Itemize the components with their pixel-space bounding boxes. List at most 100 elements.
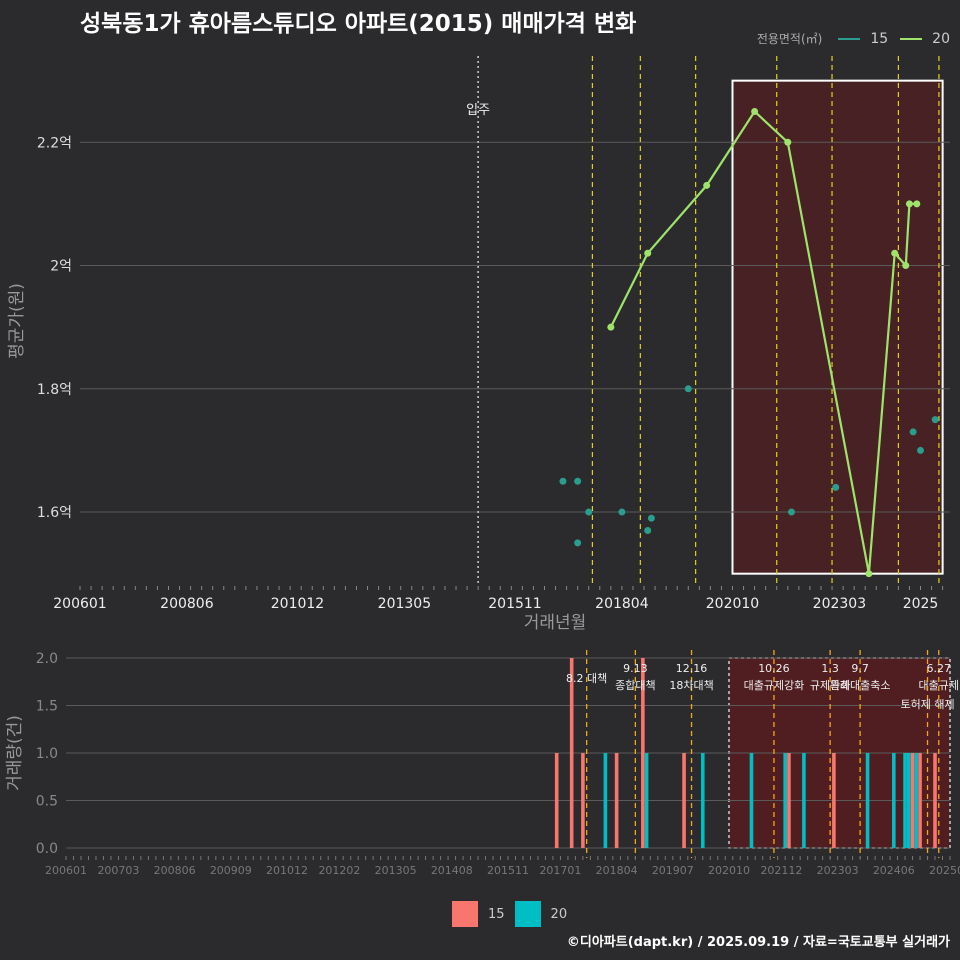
point-20 bbox=[607, 323, 615, 331]
volume-bar-15 bbox=[787, 753, 791, 848]
policy-label: 대출규제강화 bbox=[744, 679, 805, 692]
volume-bar-15 bbox=[682, 753, 686, 848]
policy-label: 종합대책 bbox=[615, 679, 655, 692]
point-15 bbox=[585, 508, 593, 516]
volume-x-tick-label: 202509 bbox=[929, 864, 960, 877]
policy-label: 8.2 대책 bbox=[566, 672, 607, 685]
policy-label: 12.16 bbox=[676, 662, 708, 675]
volume-bar-15 bbox=[614, 753, 619, 848]
volume-bar-15 bbox=[641, 658, 645, 848]
volume-bar-20 bbox=[906, 753, 911, 848]
point-20 bbox=[784, 138, 792, 146]
volume-bar-15 bbox=[569, 658, 574, 848]
policy-label: 1.3 bbox=[821, 662, 839, 675]
x-tick-label: 200806 bbox=[160, 596, 214, 612]
volume-x-tick-label: 201305 bbox=[375, 864, 417, 877]
point-15 bbox=[917, 446, 925, 454]
point-20 bbox=[751, 107, 759, 115]
x-tick-label: 201012 bbox=[271, 596, 324, 612]
volume-bar-15 bbox=[832, 753, 836, 848]
legend-label-15: 15 bbox=[870, 30, 889, 47]
legend-bottom-label-15: 15 bbox=[488, 906, 505, 922]
point-15 bbox=[787, 508, 795, 516]
volume-x-tick-label: 202406 bbox=[873, 864, 915, 877]
volume-bar-20 bbox=[749, 753, 754, 848]
point-15 bbox=[832, 483, 840, 491]
policy-label: 9.7 bbox=[851, 662, 869, 675]
price-chart: 1.6억 1.8억 2억 2.2억 입주 200601 200806 201012 201305… bbox=[7, 56, 950, 633]
x-tick-label: 200601 bbox=[53, 596, 106, 612]
legend-box-20 bbox=[514, 901, 541, 927]
volume-x-tick-label: 201408 bbox=[431, 864, 473, 877]
volume-y-tick-label: 2.0 bbox=[36, 651, 58, 667]
policy-label: 토허제 해제 bbox=[900, 697, 954, 711]
point-15 bbox=[647, 514, 655, 522]
volume-x-tick-label: 201907 bbox=[652, 864, 694, 877]
volume-bar-15 bbox=[910, 753, 915, 848]
point-15 bbox=[644, 527, 652, 535]
x-tick-label: 201305 bbox=[378, 596, 431, 612]
volume-bar-15 bbox=[918, 753, 922, 848]
legend-top: 전용면적(㎡) 15 20 bbox=[757, 30, 950, 47]
point-15 bbox=[618, 508, 626, 516]
x-tick-label: 202303 bbox=[813, 596, 866, 612]
policy-label: 10.26 bbox=[758, 662, 790, 675]
volume-x-tick-label: 201511 bbox=[487, 864, 529, 877]
policy-label: 9.13 bbox=[623, 662, 648, 675]
legend-swatch-20 bbox=[900, 37, 923, 40]
legend-title: 전용면적(㎡) bbox=[756, 32, 823, 46]
volume-bar-20 bbox=[903, 753, 907, 848]
x-tick-label: 202010 bbox=[706, 596, 759, 612]
volume-bar-20 bbox=[914, 753, 919, 848]
series-line-20 bbox=[609, 109, 917, 574]
policy-label: 대출규제 bbox=[919, 679, 959, 692]
y-axis-title: 평균가(원) bbox=[7, 283, 27, 359]
point-20 bbox=[905, 200, 913, 208]
volume-bar-20 bbox=[603, 753, 608, 848]
volume-x-tick-label: 201202 bbox=[318, 864, 360, 877]
volume-x-tick-label: 200909 bbox=[210, 864, 252, 877]
point-20 bbox=[913, 200, 921, 208]
volume-bar-15 bbox=[933, 753, 937, 848]
y-tick-label: 1.8억 bbox=[37, 382, 72, 398]
volume-bar-20 bbox=[802, 753, 806, 848]
point-15 bbox=[931, 416, 939, 424]
x-tick-label: 201511 bbox=[488, 596, 541, 612]
y-tick-label: 2억 bbox=[50, 259, 72, 275]
volume-x-tick-label: 201701 bbox=[539, 864, 581, 877]
chart-title: 성북동1가 휴아름스튜디오 아파트(2015) 매매가격 변화 bbox=[80, 11, 637, 37]
volume-x-tick-label: 200806 bbox=[154, 864, 196, 877]
volume-bar-20 bbox=[644, 753, 649, 848]
point-15 bbox=[909, 428, 917, 436]
volume-bar-20 bbox=[700, 753, 705, 848]
highlight-box bbox=[731, 79, 944, 575]
volume-bar-20 bbox=[892, 753, 896, 848]
volume-y-tick-label: 0.0 bbox=[36, 841, 58, 857]
point-15 bbox=[574, 477, 582, 485]
point-15 bbox=[574, 539, 582, 547]
policy-label: 6.27 bbox=[927, 662, 952, 675]
volume-x-tick-label: 202112 bbox=[760, 864, 802, 877]
point-15 bbox=[559, 477, 567, 485]
point-20 bbox=[703, 181, 711, 189]
volume-x-tick-label: 200703 bbox=[97, 864, 139, 877]
x-axis-title: 거래년월 bbox=[524, 613, 587, 633]
point-15 bbox=[684, 385, 692, 393]
legend-bottom-label-20: 20 bbox=[550, 906, 568, 922]
point-20 bbox=[865, 570, 873, 578]
footer-credit: ©디아파트(dapt.kr) / 2025.09.19 / 자료=국토교통부 실… bbox=[566, 935, 950, 950]
legend-box-15 bbox=[452, 901, 478, 927]
volume-y-tick-label: 1.5 bbox=[36, 699, 58, 715]
y-tick-label: 1.6억 bbox=[37, 505, 72, 521]
policy-label: 특례대출축소 bbox=[830, 679, 891, 692]
volume-bar-15 bbox=[581, 753, 585, 848]
point-20 bbox=[644, 249, 652, 257]
policy-label: 18차대책 bbox=[669, 679, 713, 692]
y-tick-label: 2.2억 bbox=[37, 135, 72, 151]
point-20 bbox=[891, 249, 899, 257]
volume-bar-15 bbox=[554, 753, 559, 848]
legend-label-20: 20 bbox=[932, 30, 950, 47]
legend-bottom: 15 20 bbox=[452, 901, 567, 927]
volume-x-tick-label: 201012 bbox=[266, 864, 308, 877]
